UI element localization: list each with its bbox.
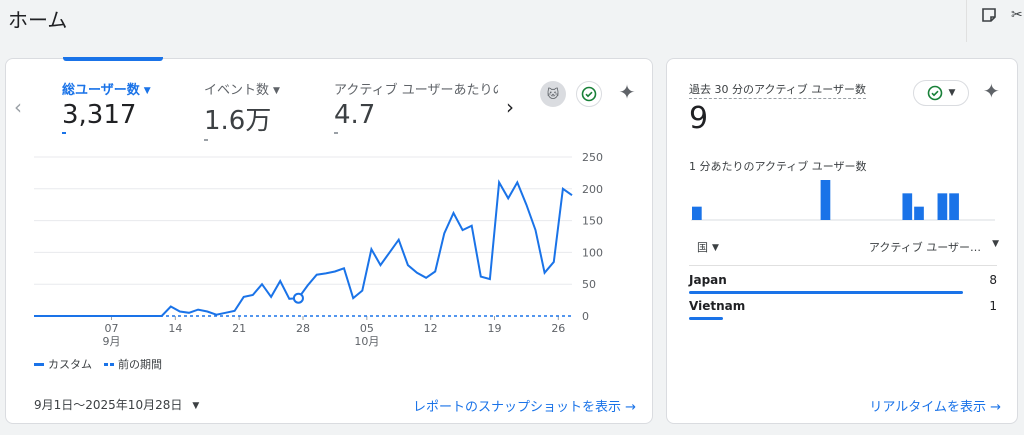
x-tick-label: 05 bbox=[360, 322, 374, 335]
share-bar bbox=[689, 317, 723, 320]
date-range-selector[interactable]: 9月1日～2025年10月28日 ▼ bbox=[34, 396, 199, 413]
x-tick-label: 12 bbox=[424, 322, 438, 335]
x-tick-label: 28 bbox=[296, 322, 310, 335]
country-name: Vietnam bbox=[689, 299, 746, 313]
country-name: Japan bbox=[689, 273, 727, 287]
note-icon[interactable] bbox=[981, 7, 997, 23]
caret-down-icon[interactable]: ▼ bbox=[992, 239, 999, 249]
country-column-selector[interactable]: 国 ▼ bbox=[697, 239, 719, 255]
y-tick-label: 0 bbox=[582, 310, 589, 323]
sparkle-icon[interactable]: ✦ bbox=[983, 79, 1000, 103]
active-tab-indicator bbox=[63, 57, 163, 61]
check-circle-icon bbox=[927, 85, 942, 101]
caret-down-icon: ▼ bbox=[948, 88, 956, 98]
x-tick-label: 14 bbox=[168, 322, 182, 335]
realtime-value: 9 bbox=[689, 101, 709, 136]
hover-point-marker bbox=[292, 292, 304, 304]
share-bar bbox=[689, 291, 964, 294]
metric-label: 総ユーザー数 bbox=[62, 83, 140, 98]
minute-bar bbox=[937, 193, 948, 220]
metric-value: 1.6万 bbox=[204, 106, 272, 136]
realtime-card: 過去 30 分のアクティブ ユーザー数 9 ▼ ✦ 1 分あたりのアクティブ ユ… bbox=[666, 58, 1018, 424]
minute-bar bbox=[902, 193, 913, 220]
insights-avatar-icon[interactable]: 🐱 bbox=[540, 81, 566, 107]
metric-events[interactable]: イベント数 ▼ 1.6万 bbox=[204, 79, 314, 141]
minute-bar bbox=[949, 193, 959, 220]
legend-item-previous[interactable]: 前の期間 bbox=[104, 356, 162, 372]
metric-value: 4.7 bbox=[334, 100, 376, 130]
sparkle-icon[interactable]: ✦ bbox=[618, 80, 636, 104]
metric-value: 3,317 bbox=[62, 100, 137, 130]
table-row[interactable]: Vietnam 1 bbox=[689, 299, 997, 320]
view-realtime-link[interactable]: リアルタイムを表示 → bbox=[869, 400, 1001, 415]
caret-down-icon: ▼ bbox=[192, 400, 200, 411]
metric-trend-mark bbox=[204, 139, 208, 141]
minute-bar bbox=[692, 206, 702, 220]
chart-legend: カスタム 前の期間 bbox=[34, 356, 162, 372]
legend-label: カスタム bbox=[48, 358, 92, 371]
page-title: ホーム bbox=[8, 8, 68, 32]
caret-down-icon: ▼ bbox=[273, 85, 280, 96]
minute-bar bbox=[914, 206, 924, 220]
country-count: 8 bbox=[989, 273, 997, 287]
metric-label: イベント数 bbox=[204, 83, 270, 98]
users-line-chart: 0 50 100 150 200 250 07 14 21 28 05 12 19 26 9月 10月 bbox=[34, 151, 603, 348]
y-tick-label: 200 bbox=[582, 183, 603, 196]
per-minute-bar-chart bbox=[691, 180, 995, 221]
chevron-right-icon[interactable]: › bbox=[506, 95, 514, 119]
x-month-label: 9月 bbox=[103, 335, 121, 348]
metric-label: アクティブ ユーザーあたりの bbox=[334, 83, 498, 98]
y-tick-label: 50 bbox=[582, 278, 596, 291]
country-count: 1 bbox=[989, 299, 997, 313]
metric-total-users[interactable]: 総ユーザー数 ▼ 3,317 bbox=[62, 79, 182, 134]
date-range-label: 9月1日～2025年10月28日 bbox=[34, 398, 183, 412]
legend-item-current[interactable]: カスタム bbox=[34, 356, 92, 372]
view-snapshot-link[interactable]: レポートのスナップショットを表示 → bbox=[412, 400, 636, 415]
metric-trend-mark bbox=[334, 132, 338, 134]
overview-card: ‹ › 総ユーザー数 ▼ 3,317 イベント数 ▼ 1.6万 アクティブ ユーザー… bbox=[5, 57, 653, 424]
x-tick-label: 21 bbox=[232, 322, 246, 335]
x-tick-label: 26 bbox=[551, 322, 565, 335]
metric-events-per-user[interactable]: アクティブ ユーザーあたりの 4.7 bbox=[334, 79, 498, 134]
realtime-status-chip[interactable]: ▼ bbox=[913, 80, 969, 106]
y-tick-label: 100 bbox=[582, 246, 603, 259]
caret-down-icon: ▼ bbox=[143, 85, 151, 96]
y-tick-label: 250 bbox=[582, 151, 603, 164]
legend-solid-swatch bbox=[34, 362, 44, 366]
caret-down-icon: ▼ bbox=[712, 243, 719, 253]
top-right-tools: ✂ bbox=[966, 0, 1024, 42]
y-tick-label: 150 bbox=[582, 215, 603, 228]
realtime-title: 過去 30 分のアクティブ ユーザー数 bbox=[689, 81, 867, 99]
share-icon[interactable]: ✂ bbox=[1011, 7, 1023, 23]
table-row[interactable]: Japan 8 bbox=[689, 273, 997, 294]
current-period-line bbox=[34, 179, 573, 317]
x-tick-label: 19 bbox=[487, 322, 501, 335]
minute-bar bbox=[820, 180, 831, 220]
check-circle-icon[interactable] bbox=[576, 81, 602, 107]
x-tick-label: 07 bbox=[105, 322, 119, 335]
metric-trend-mark bbox=[62, 132, 66, 134]
chevron-left-icon[interactable]: ‹ bbox=[14, 95, 22, 119]
realtime-subtitle: 1 分あたりのアクティブ ユーザー数 bbox=[689, 160, 867, 173]
legend-label: 前の期間 bbox=[118, 358, 162, 371]
users-column-label: アクティブ ユーザー… bbox=[868, 241, 981, 254]
column-label: 国 bbox=[697, 241, 708, 254]
x-month-label: 10月 bbox=[354, 335, 379, 348]
legend-dash-swatch bbox=[104, 362, 114, 366]
divider bbox=[689, 265, 997, 266]
